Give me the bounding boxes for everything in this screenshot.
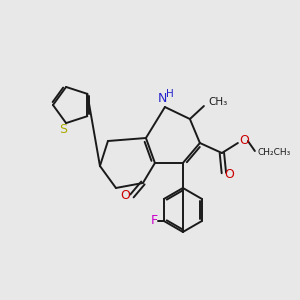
Text: N: N	[158, 92, 168, 104]
Text: O: O	[239, 134, 249, 146]
Text: F: F	[150, 214, 158, 227]
Text: S: S	[59, 123, 67, 136]
Text: H: H	[166, 89, 174, 99]
Text: O: O	[120, 190, 130, 202]
Text: O: O	[224, 169, 234, 182]
Text: CH₃: CH₃	[208, 97, 227, 107]
Text: CH₂CH₃: CH₂CH₃	[258, 148, 291, 158]
